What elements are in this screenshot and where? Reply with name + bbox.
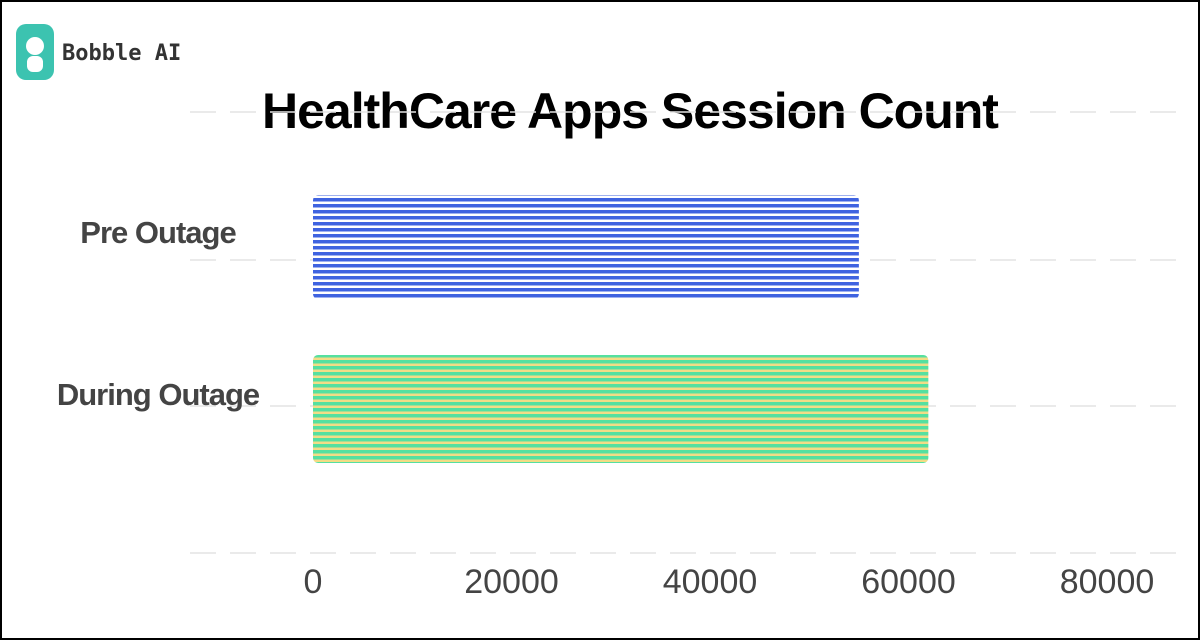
x-tick-label: 0	[304, 563, 323, 601]
bar	[313, 355, 929, 463]
x-tick-label: 40000	[663, 563, 758, 601]
y-tick-label: Pre Outage	[80, 215, 236, 250]
x-tick-label: 80000	[1060, 563, 1155, 601]
y-tick-label: During Outage	[57, 377, 260, 412]
bar	[313, 195, 859, 299]
logo-body	[27, 56, 43, 72]
x-tick-label: 60000	[861, 563, 956, 601]
logo-face	[26, 37, 44, 55]
x-tick-label: 20000	[464, 563, 559, 601]
brand: Bobble AI	[62, 41, 181, 66]
logo: Bobble AI	[16, 24, 181, 80]
chart-title: HealthCare Apps Session Count	[262, 83, 999, 139]
